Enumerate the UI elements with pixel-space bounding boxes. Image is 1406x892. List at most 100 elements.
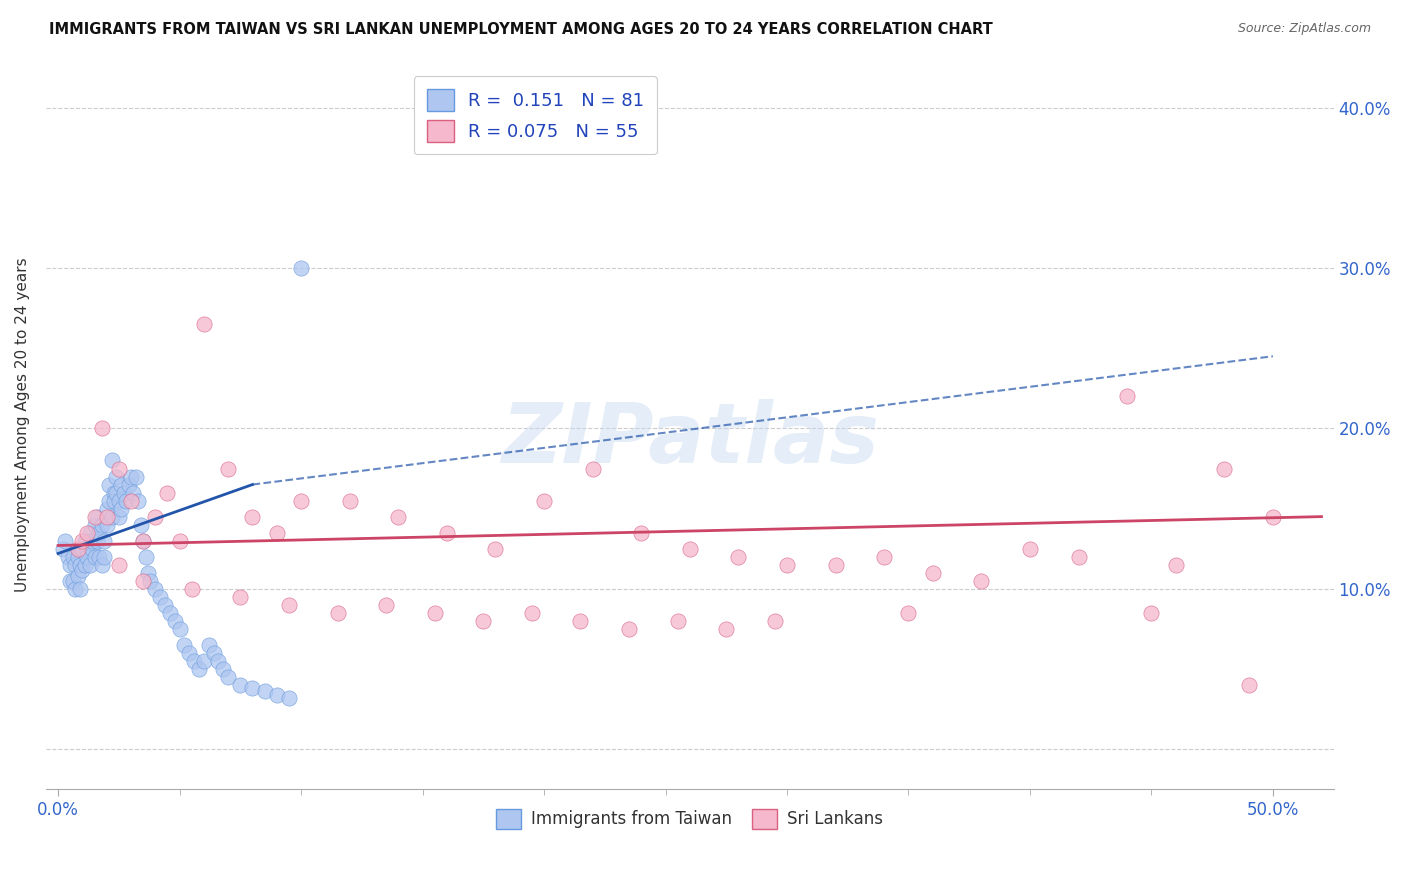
Point [423, 606, 446, 620]
Point [103, 485, 125, 500]
Point [62, 574, 84, 588]
Point [55, 533, 77, 548]
Point [139, 574, 162, 588]
Point [129, 517, 152, 532]
Point [73, 558, 96, 572]
Point [83, 549, 105, 564]
Point [69, 558, 91, 572]
Point [1237, 678, 1260, 692]
Point [143, 582, 166, 596]
Point [100, 453, 122, 467]
Point [79, 558, 101, 572]
Point [76, 549, 98, 564]
Point [1116, 389, 1139, 403]
Point [242, 681, 264, 696]
Point [98, 493, 121, 508]
Point [63, 558, 86, 572]
Point [105, 485, 128, 500]
Point [149, 590, 172, 604]
Point [108, 493, 131, 508]
Point [179, 646, 201, 660]
Point [83, 509, 105, 524]
Point [132, 533, 155, 548]
Point [202, 646, 225, 660]
Point [59, 558, 82, 572]
Point [83, 517, 105, 532]
Point [193, 654, 215, 668]
Point [108, 509, 131, 524]
Point [921, 566, 943, 580]
Point [82, 541, 104, 556]
Point [72, 533, 94, 548]
Point [207, 654, 229, 668]
Point [824, 558, 846, 572]
Point [156, 485, 179, 500]
Point [387, 509, 409, 524]
Point [115, 493, 138, 508]
Point [1140, 606, 1163, 620]
Point [110, 501, 132, 516]
Point [727, 549, 749, 564]
Point [1164, 558, 1187, 572]
Point [581, 461, 603, 475]
Point [229, 678, 252, 692]
Point [472, 614, 495, 628]
Point [569, 614, 592, 628]
Point [375, 598, 398, 612]
Point [125, 469, 148, 483]
Point [132, 533, 155, 548]
Point [98, 477, 121, 491]
Point [193, 317, 215, 331]
Point [69, 582, 91, 596]
Point [127, 493, 149, 508]
Point [66, 549, 89, 564]
Point [112, 485, 135, 500]
Point [970, 574, 993, 588]
Point [326, 606, 349, 620]
Point [66, 541, 89, 556]
Point [169, 622, 191, 636]
Point [212, 662, 235, 676]
Point [120, 493, 142, 508]
Point [436, 525, 458, 540]
Y-axis label: Unemployment Among Ages 20 to 24 years: Unemployment Among Ages 20 to 24 years [15, 257, 30, 591]
Legend: Immigrants from Taiwan, Sri Lankans: Immigrants from Taiwan, Sri Lankans [489, 802, 890, 836]
Point [59, 574, 82, 588]
Point [89, 525, 111, 540]
Point [666, 614, 689, 628]
Point [96, 509, 118, 524]
Point [96, 517, 118, 532]
Point [630, 525, 652, 540]
Point [716, 622, 738, 636]
Point [103, 493, 125, 508]
Point [143, 509, 166, 524]
Point [86, 509, 108, 524]
Point [135, 549, 157, 564]
Point [763, 614, 786, 628]
Text: Source: ZipAtlas.com: Source: ZipAtlas.com [1237, 22, 1371, 36]
Point [169, 533, 191, 548]
Point [86, 533, 108, 548]
Point [163, 614, 186, 628]
Point [290, 493, 312, 508]
Point [120, 469, 142, 483]
Point [217, 670, 239, 684]
Point [242, 509, 264, 524]
Point [679, 541, 702, 556]
Point [1261, 509, 1284, 524]
Point [108, 558, 131, 572]
Point [90, 421, 112, 435]
Point [873, 549, 896, 564]
Point [197, 638, 219, 652]
Point [93, 549, 115, 564]
Point [617, 622, 640, 636]
Point [183, 654, 205, 668]
Point [229, 590, 252, 604]
Point [266, 525, 288, 540]
Point [52, 541, 75, 556]
Point [484, 541, 506, 556]
Point [776, 558, 799, 572]
Point [277, 598, 299, 612]
Point [188, 662, 211, 676]
Point [180, 582, 202, 596]
